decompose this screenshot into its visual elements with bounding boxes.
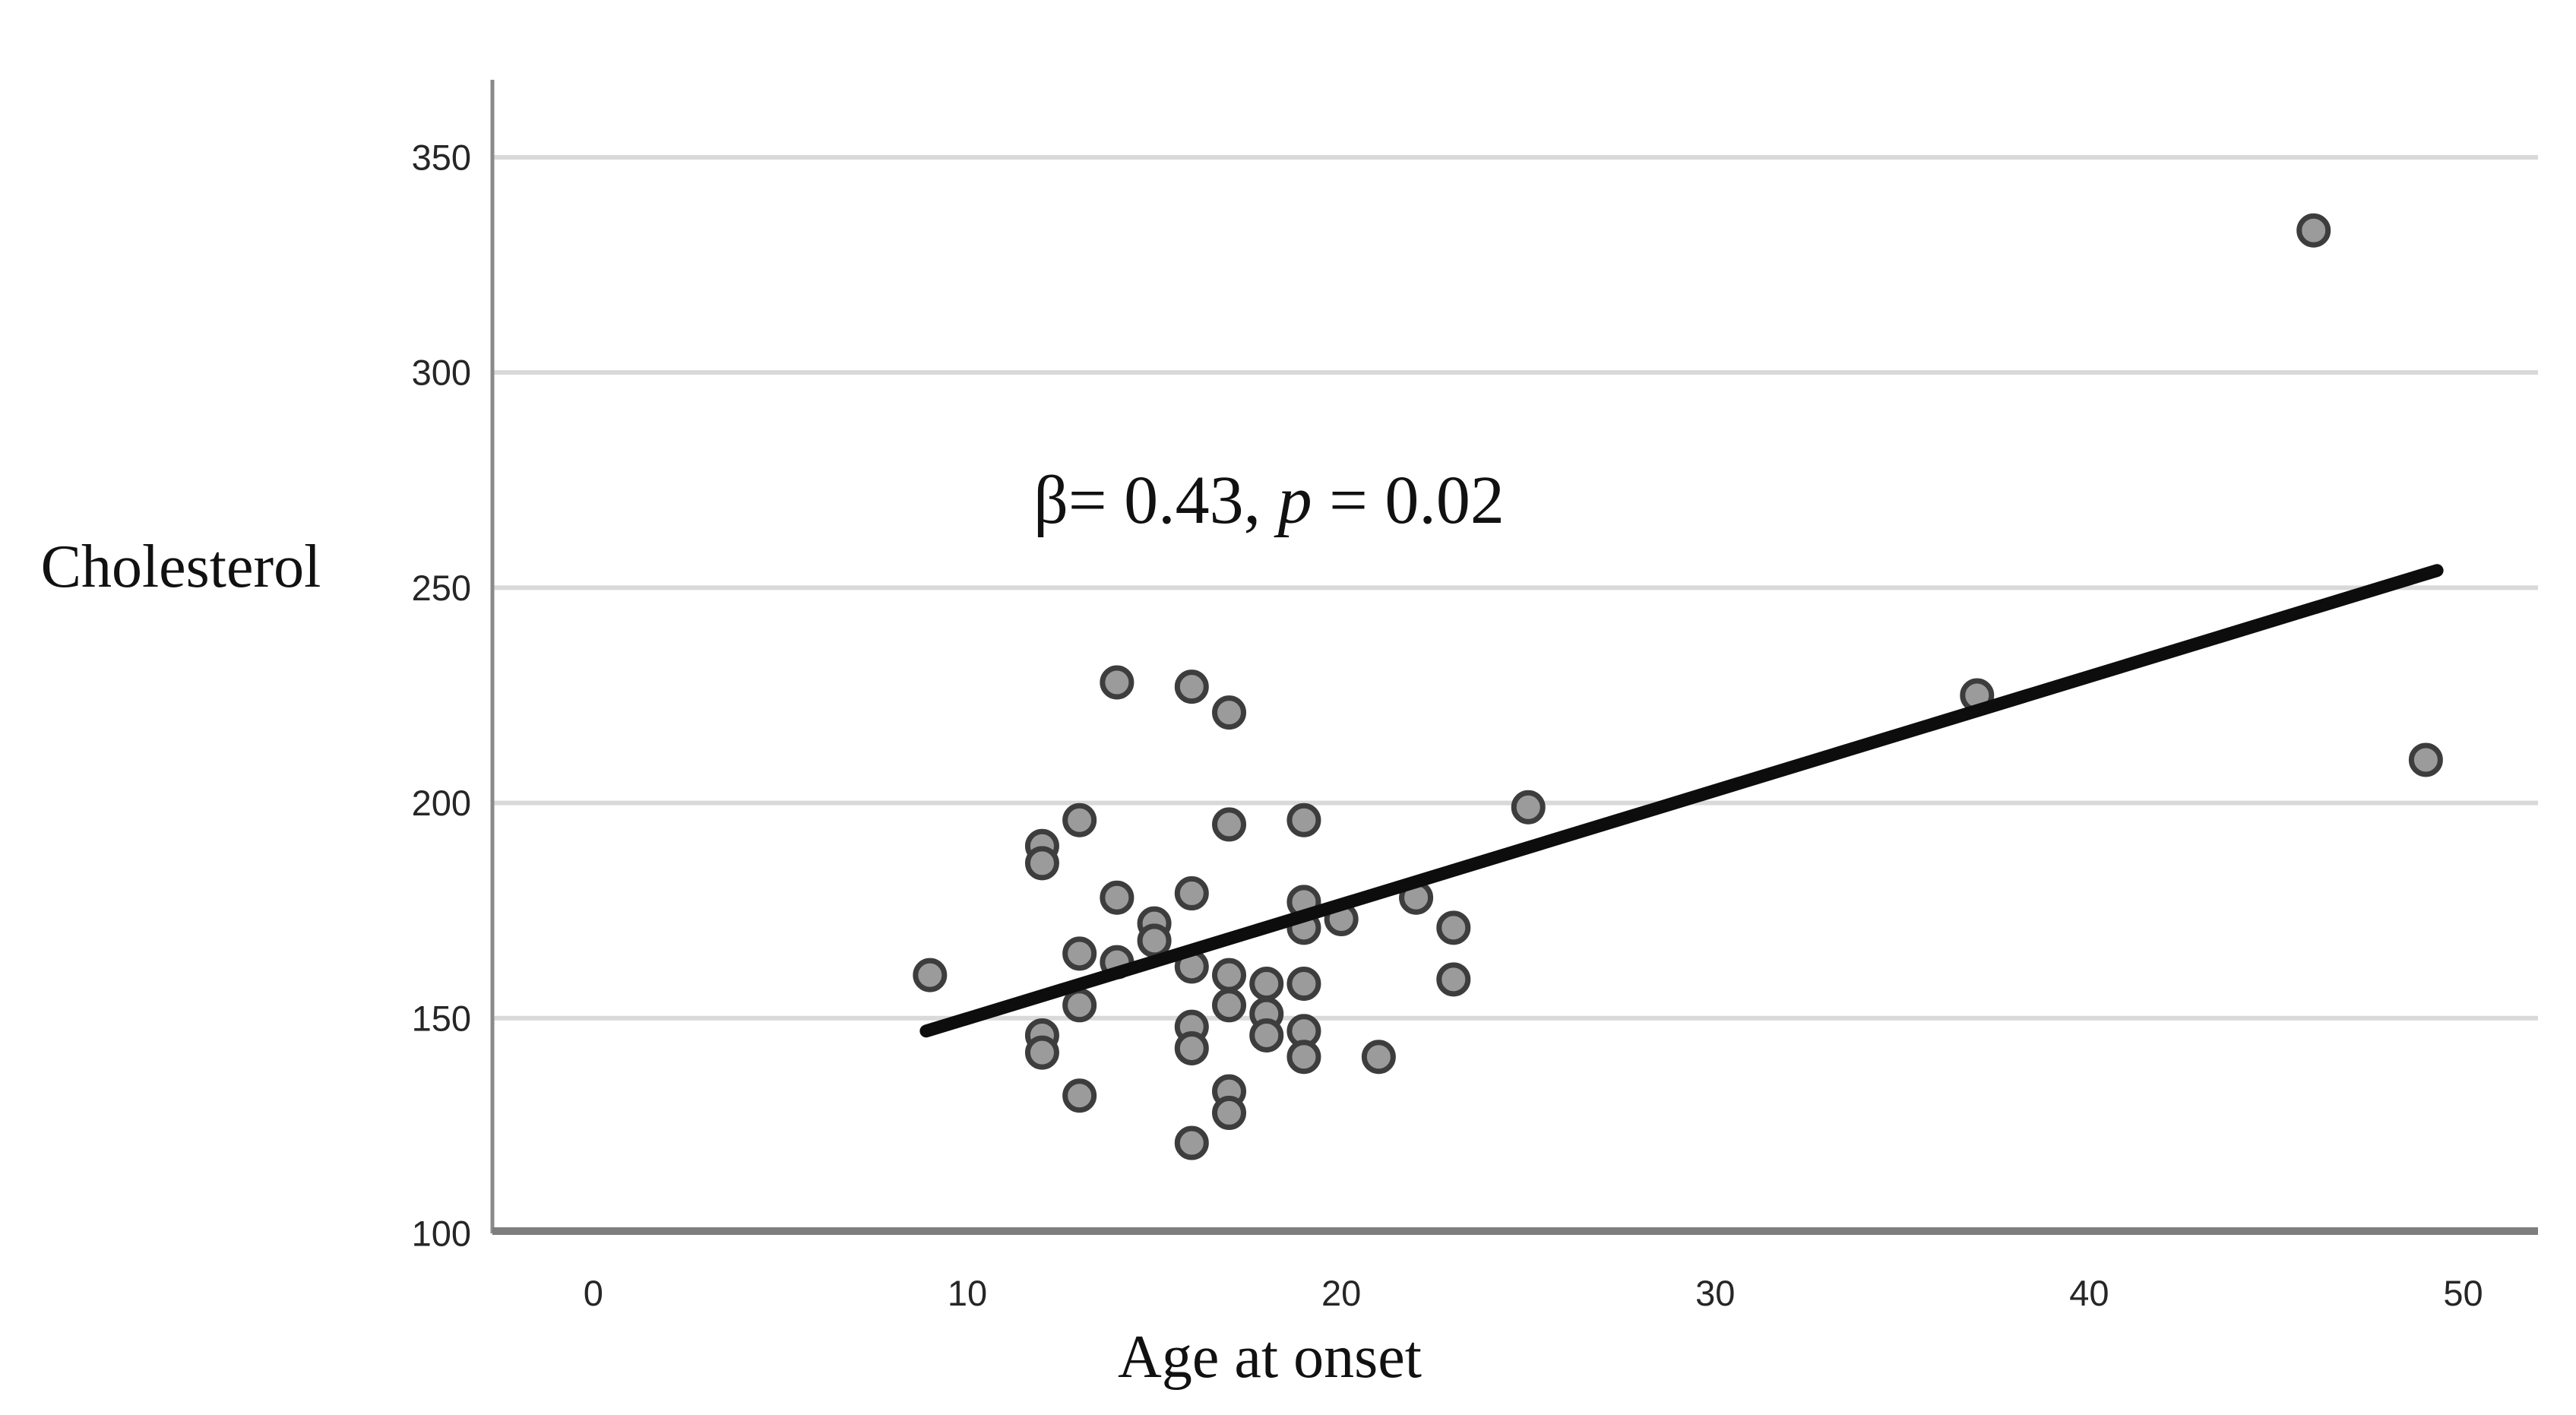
data-point-age46-chol333 [2296,213,2331,248]
p-value-text: = 0.02 [1312,463,1505,538]
y-tick-label-100: 100 [412,1214,471,1254]
x-tick-label-40: 40 [2069,1273,2109,1313]
beta-value-text: β= 0.43, [1033,463,1278,538]
y-tick-label-200: 200 [412,783,471,823]
data-point-age16-chol227 [1174,670,1209,704]
data-point-age13-chol132 [1062,1078,1097,1113]
x-tick-label-10: 10 [948,1273,987,1313]
data-point-age17-chol128 [1212,1095,1247,1130]
data-point-age12-chol142 [1024,1035,1059,1070]
x-tick-label-20: 20 [1321,1273,1361,1313]
x-axis-tick-labels: 0 10 20 30 40 50 [584,1273,2483,1313]
p-symbol-text: p [1274,463,1312,538]
x-tick-label-30: 30 [1695,1273,1735,1313]
x-tick-label-50: 50 [2443,1273,2483,1313]
y-tick-label-150: 150 [412,998,471,1038]
data-point-age25-chol199 [1511,790,1546,825]
data-point-age23-chol171 [1436,910,1471,945]
data-point-age19-chol158 [1286,966,1321,1001]
data-point-age17-chol221 [1212,695,1247,730]
data-point-age49-chol210 [2408,742,2443,777]
data-point-age16-chol143 [1174,1030,1209,1065]
x-axis-title: Age at onset [1118,1324,1422,1391]
data-point-age17-chol153 [1212,988,1247,1023]
data-point-age16-chol121 [1174,1125,1209,1160]
scatter-points [913,213,2443,1160]
data-point-age12-chol186 [1024,846,1059,881]
data-point-age23-chol159 [1436,962,1471,997]
regression-line [919,564,2444,1038]
y-tick-label-250: 250 [412,568,471,608]
data-point-age17-chol160 [1212,958,1247,992]
horizontal-gridlines [492,154,2538,1021]
stats-annotation: β= 0.43, p = 0.02 [1033,463,1505,538]
y-tick-label-300: 300 [412,353,471,393]
data-point-age21-chol141 [1361,1040,1396,1075]
data-point-age16-chol179 [1174,876,1209,911]
data-point-age15-chol168 [1137,923,1172,958]
y-axis-title: Cholesterol [41,533,321,600]
data-point-age13-chol153 [1062,988,1097,1023]
data-point-age19-chol196 [1286,802,1321,837]
x-tick-label-0: 0 [584,1273,603,1313]
data-point-age18-chol158 [1249,966,1284,1001]
data-point-age13-chol196 [1062,802,1097,837]
y-tick-label-350: 350 [412,137,471,177]
data-point-age13-chol165 [1062,936,1097,971]
data-point-age19-chol141 [1286,1040,1321,1075]
data-point-age14-chol228 [1100,665,1135,700]
y-axis-tick-labels: 100 150 200 250 300 350 [412,137,471,1253]
data-point-age18-chol146 [1249,1018,1284,1053]
data-point-age14-chol178 [1100,880,1135,915]
data-point-age17-chol195 [1212,807,1247,842]
data-point-age9-chol160 [913,958,948,992]
